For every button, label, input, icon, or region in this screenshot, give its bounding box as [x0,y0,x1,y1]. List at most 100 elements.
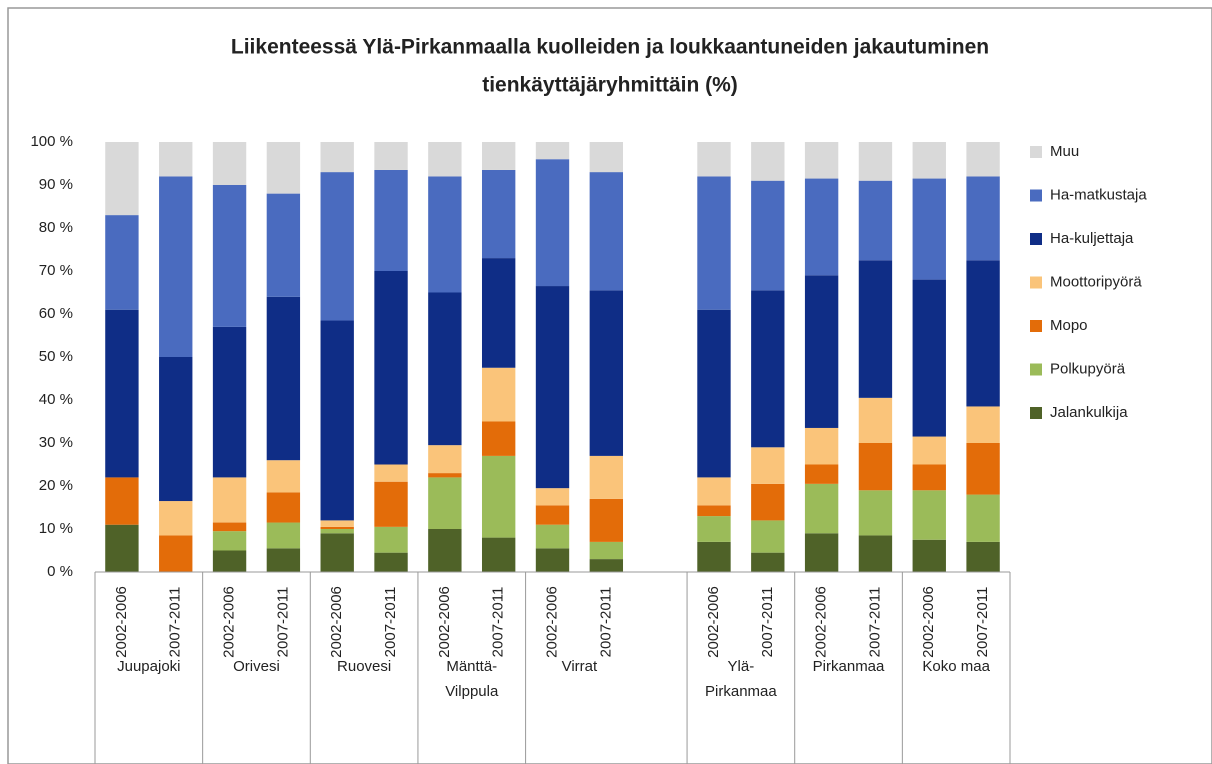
bar-segment [804,178,839,276]
group-label: Orivesi [233,658,280,675]
group-label: Virrat [562,658,598,675]
bar-segment [589,142,624,173]
x-tick-label: 2007-2011 [490,587,507,658]
bar-segment [697,309,731,478]
bar-segment [535,142,570,160]
legend-swatch [1030,233,1042,245]
legend-label: Ha-matkustaja [1050,186,1147,203]
bar-segment [697,142,731,177]
bar-segment [159,535,193,572]
bar-segment [858,397,893,443]
legend-swatch [1030,407,1042,419]
bar-segment [589,541,624,560]
x-tick-label: 2007-2011 [759,587,776,658]
bar-segment [212,550,247,572]
y-tick-label: 60 % [39,305,73,322]
legend-label: Polkupyörä [1050,360,1126,377]
bar-segment [751,290,785,448]
bar-segment [966,541,1000,572]
bar-segment [804,142,839,179]
bar-segment [535,488,570,506]
bar-segment [159,142,193,177]
bar-segment [374,169,408,271]
bar-segment [374,271,408,465]
bar-segment [266,460,301,493]
bar-segment [751,483,785,521]
bar-segment [966,494,1000,542]
bar-segment [266,522,301,549]
bar-segment [105,477,139,525]
y-tick-label: 100 % [30,133,73,150]
bar-segment [374,464,408,482]
bar-segment [428,529,462,572]
bar-segment [481,367,516,422]
bar-segment [105,142,139,216]
bar-segment [858,443,893,491]
bar-segment [966,406,1000,443]
bar-segment [481,169,516,259]
group-label: Pirkanmaa [705,683,777,700]
bar-segment [159,357,193,502]
x-tick-label: 2002-2006 [705,586,722,658]
bar-segment [320,533,354,572]
group-label: Vilppula [445,683,499,700]
bar-segment [159,501,193,536]
group-label: Ylä- [728,658,755,675]
legend-label: Ha-kuljettaja [1050,230,1134,247]
bar-segment [374,481,408,527]
group-label: Ruovesi [337,658,391,675]
bar-segment [858,260,893,398]
bar-segment [266,193,301,297]
bar-segment [535,159,570,287]
bar-segment [428,445,462,474]
bar-segment [697,505,731,517]
bar-segment [751,520,785,553]
bar-segment [212,142,247,185]
bar-segment [858,490,893,536]
y-tick-label: 40 % [39,391,73,408]
bar-segment [912,539,946,572]
group-label: Mänttä- [446,658,497,675]
bar-segment [858,180,893,261]
bar-segment [320,526,354,529]
bar-segment [320,142,354,173]
bar-segment [966,260,1000,407]
group-label: Koko maa [922,658,990,675]
bar-segment [535,548,570,572]
legend-swatch [1030,363,1042,376]
x-tick-label: 2002-2006 [813,586,830,658]
legend-swatch [1030,189,1042,202]
bar-segment [804,483,839,534]
x-tick-label: 2002-2006 [113,586,130,658]
bar-segment [212,531,247,551]
bar-segment [804,275,839,428]
x-tick-label: 2002-2006 [328,586,345,658]
bar-segment [535,286,570,489]
bar-segment [212,326,247,478]
bar-segment [589,559,624,572]
legend-swatch [1030,320,1042,332]
bar-segment [912,490,946,540]
bar-segment [751,180,785,291]
bar-segment [804,427,839,465]
bar-segment [105,215,139,310]
bar-segment [697,541,731,572]
x-tick-label: 2007-2011 [866,587,883,658]
bar-segment [428,292,462,446]
x-tick-label: 2002-2006 [436,586,453,658]
bar-segment [320,320,354,521]
bar-segment [374,526,408,553]
bar-segment [858,142,893,181]
x-tick-label: 2007-2011 [167,587,184,658]
x-tick-label: 2007-2011 [597,587,614,658]
x-tick-label: 2002-2006 [221,586,238,658]
y-tick-label: 10 % [39,520,73,537]
bar-segment [751,142,785,181]
bar-segment [912,279,946,437]
bar-segment [374,552,408,572]
group-label: Pirkanmaa [813,658,885,675]
bar-segment [589,290,624,456]
bar-segment [320,529,354,534]
bar-segment [535,505,570,525]
